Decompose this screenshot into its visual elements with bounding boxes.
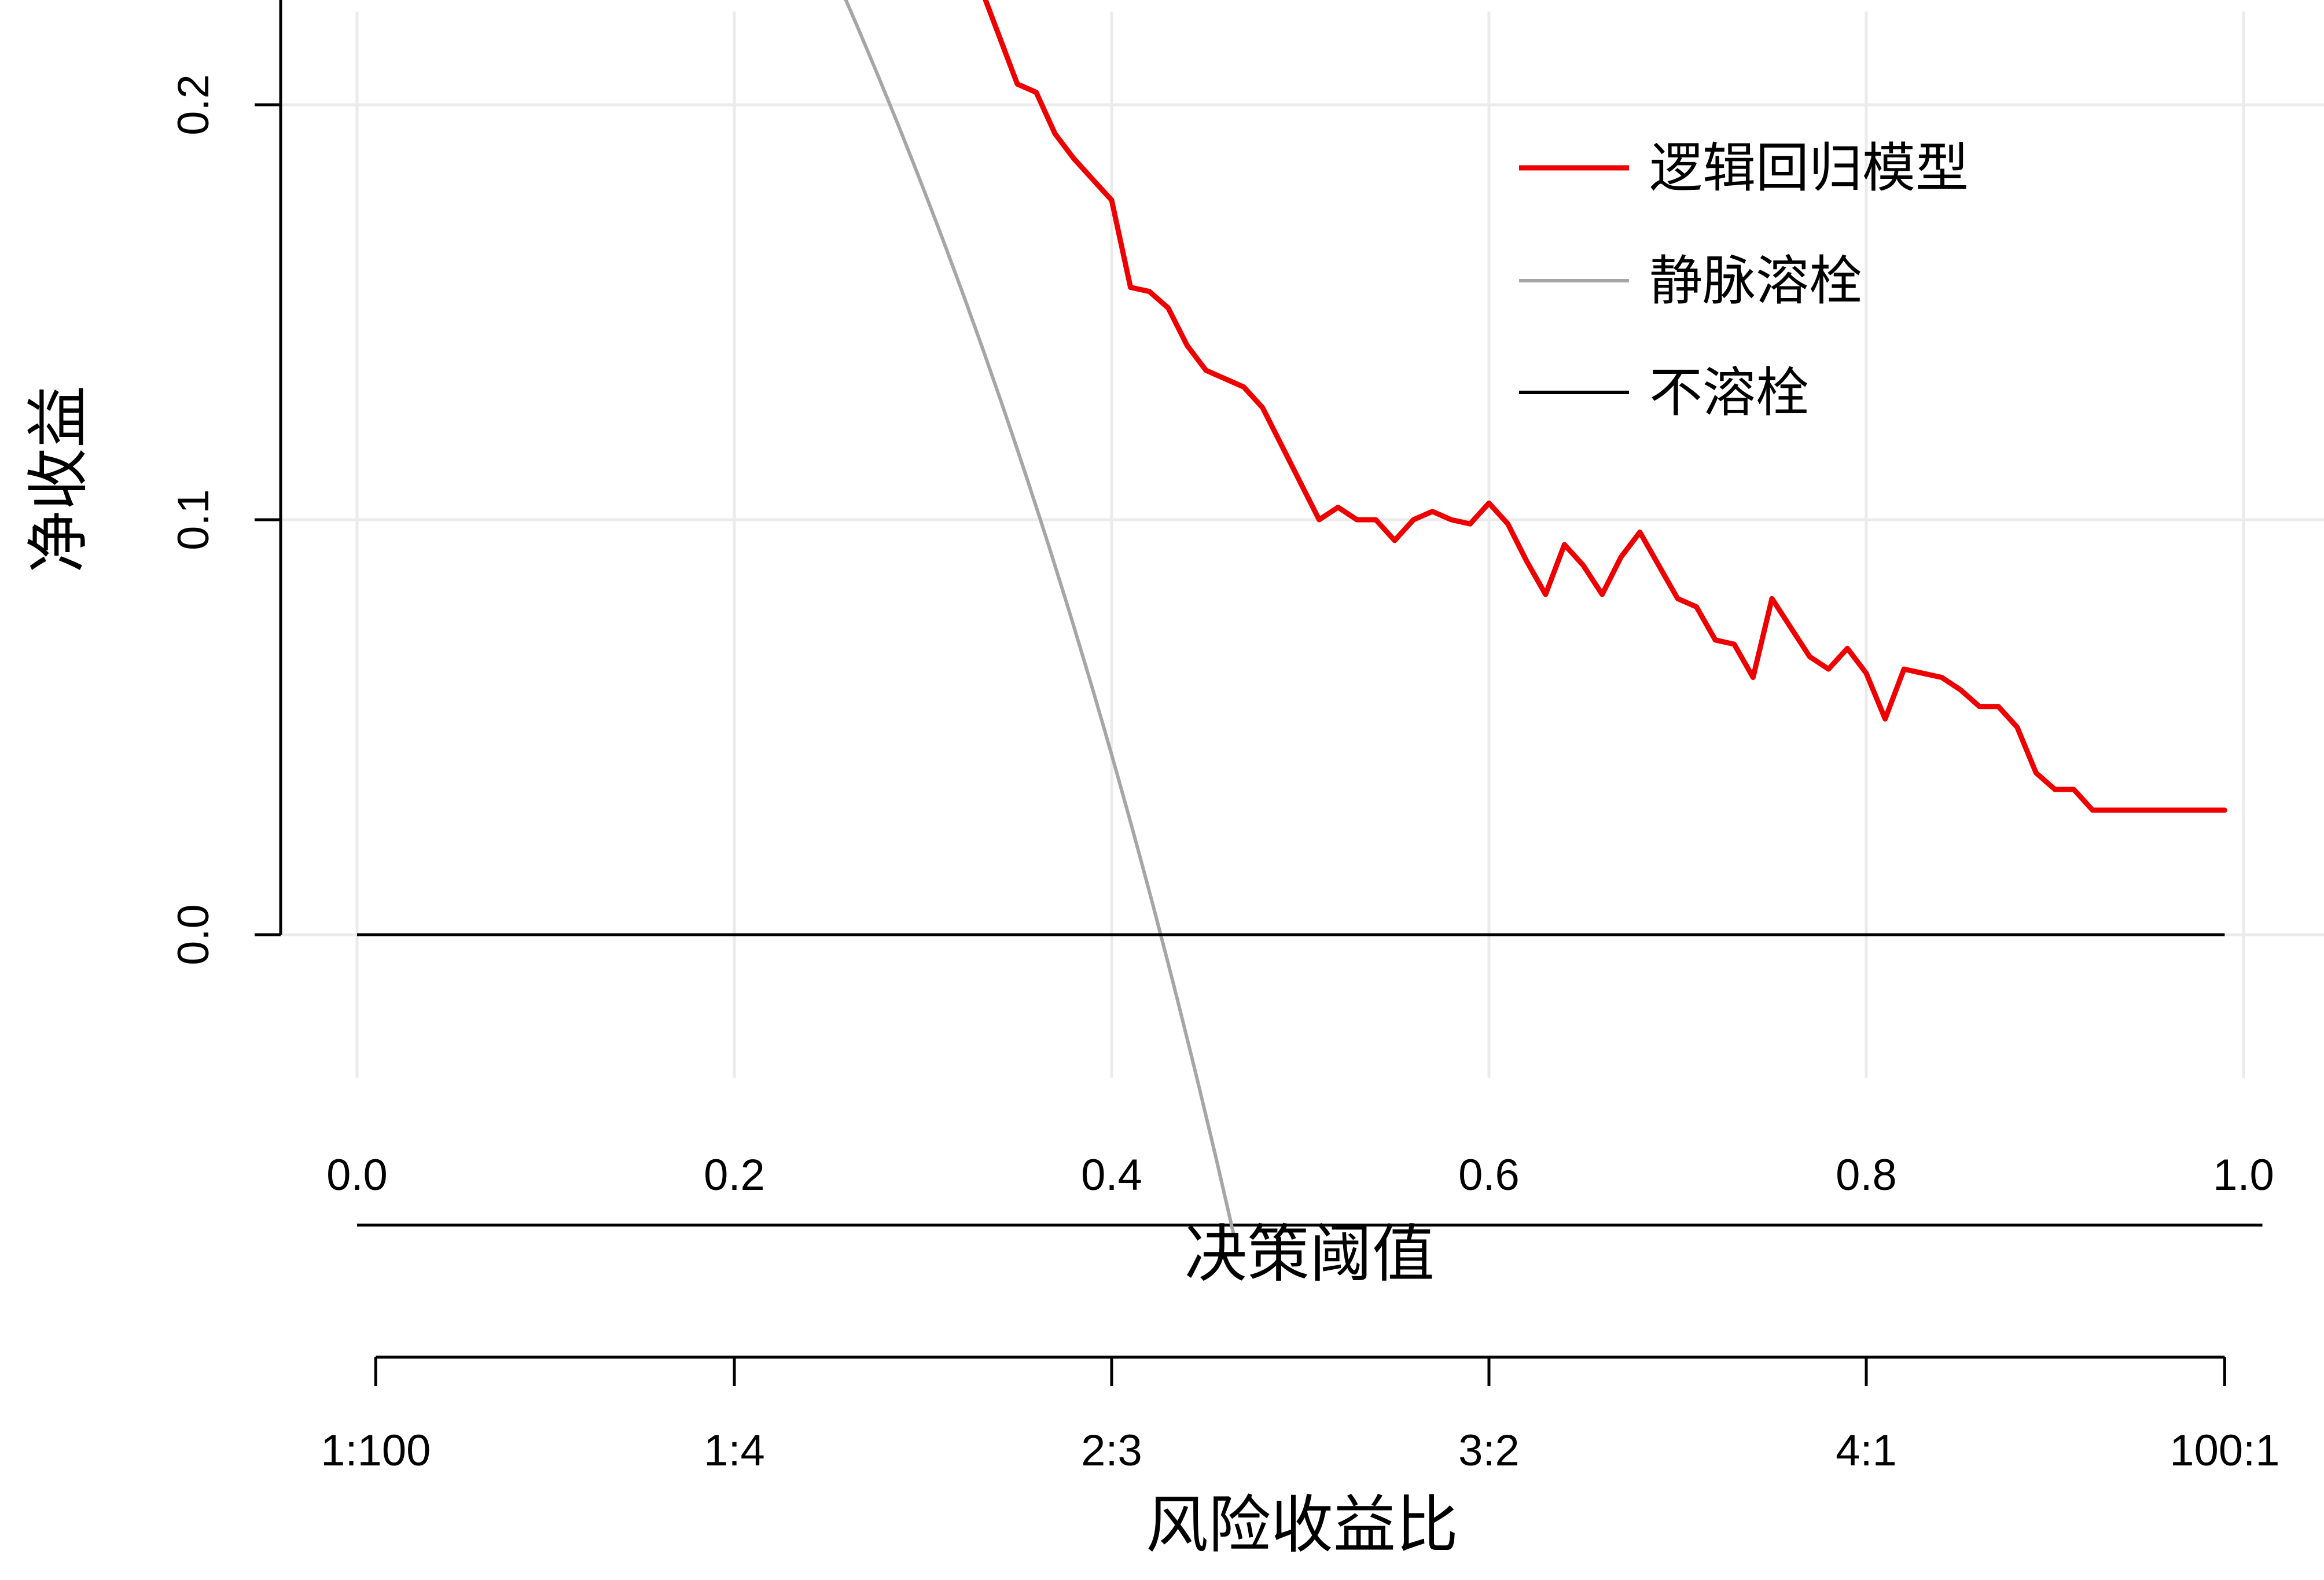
series-layer [357, 0, 2263, 1238]
x2-tick-label-5: 100:1 [2169, 1426, 2279, 1475]
series-treat-all-line [844, 0, 1236, 1238]
x2-tick-label-4: 4:1 [1836, 1426, 1897, 1475]
x-tick-label-3: 0.6 [1458, 1151, 1520, 1200]
x-axis: 0.0 0.2 0.4 0.6 0.8 1.0 [326, 1151, 2274, 1200]
y-tick-label-0: 0.0 [169, 904, 218, 965]
y-tick-label-2: 0.2 [169, 74, 218, 135]
x-tick-label-4: 0.8 [1836, 1151, 1897, 1200]
x-tick-label-2: 0.4 [1081, 1151, 1142, 1200]
legend-label-1: 静脉溶栓 [1649, 250, 1862, 312]
x2-tick-label-1: 1:4 [704, 1426, 765, 1475]
risk-benefit-axis-title: 风险收益比 [1146, 1489, 1458, 1561]
x-tick-label-0: 0.0 [326, 1151, 388, 1200]
risk-benefit-axis: 1:100 1:4 2:3 3:2 4:1 100:1 [321, 1355, 2279, 1475]
legend-label-0: 逻辑回归模型 [1649, 137, 1969, 199]
x-axis-title: 决策阈值 [1185, 1218, 1435, 1291]
y-tick-label-1: 0.1 [169, 489, 218, 550]
x-tick-label-1: 0.2 [704, 1151, 765, 1200]
x2-tick-label-3: 3:2 [1458, 1426, 1520, 1475]
x2-tick-label-2: 2:3 [1081, 1426, 1142, 1475]
y-axis: 0.00.10.20.30.4 [169, 0, 282, 965]
grid-lines [278, 12, 2324, 1078]
x-tick-label-5: 1.0 [2213, 1151, 2274, 1200]
y-axis-title: 净收益 [23, 385, 95, 573]
x2-tick-label-0: 1:100 [321, 1426, 431, 1475]
legend-label-2: 不溶栓 [1649, 362, 1809, 424]
series-model-line [983, 0, 2227, 813]
